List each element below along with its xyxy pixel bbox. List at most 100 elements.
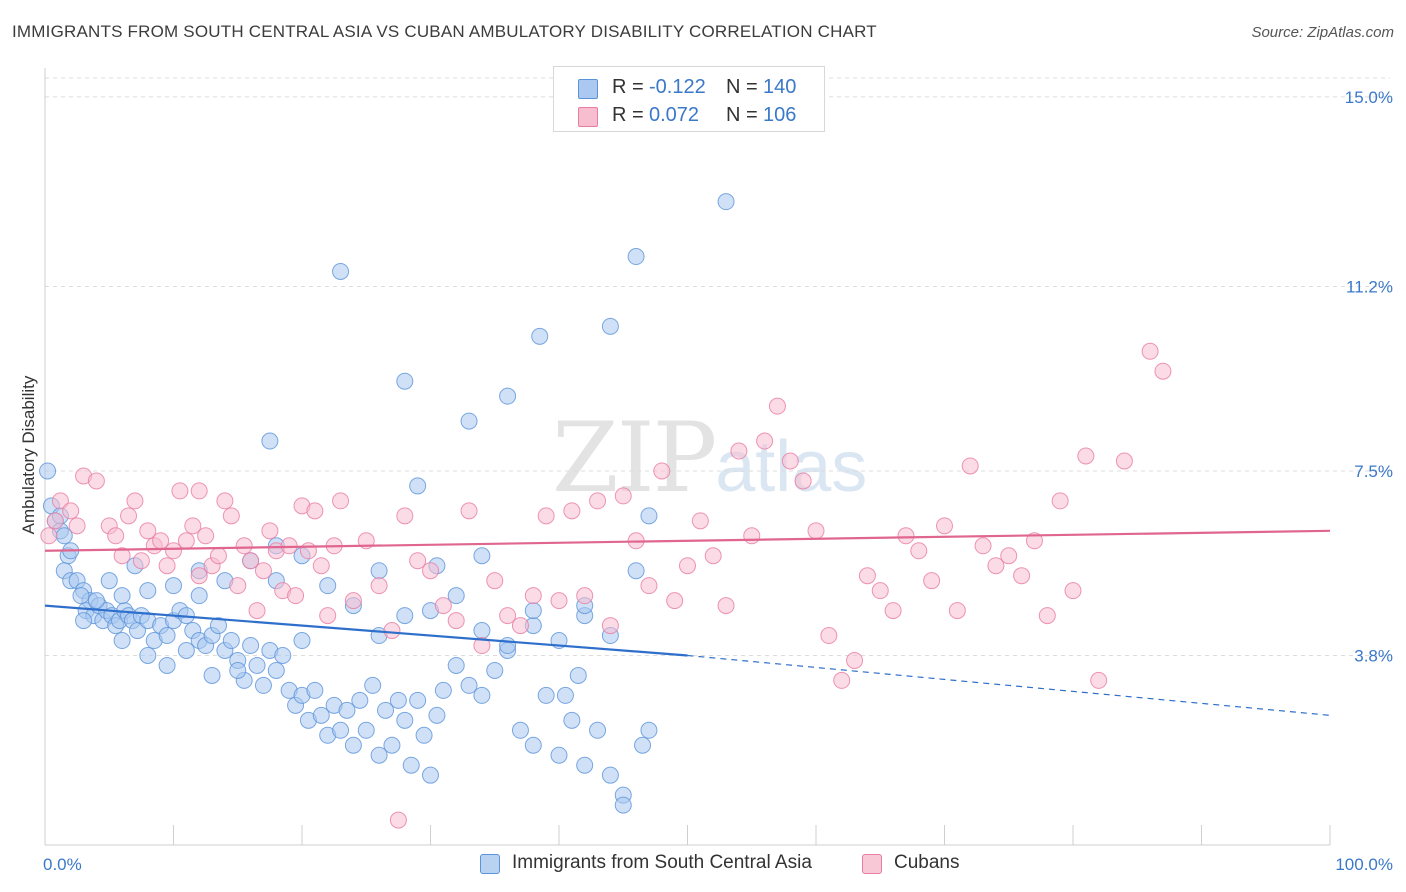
legend-r-label: R = [612,104,644,126]
data-point [338,701,356,719]
data-point [396,711,414,729]
data-point [332,492,350,510]
data-point [1141,342,1159,360]
label-layer: 3.8% 7.5% 11.2% 15.0% 0.0% 100.0% Ambulatory D… [19,88,1393,874]
data-point [884,602,902,620]
data-point [280,537,298,555]
data-point [524,736,542,754]
data-point [987,557,1005,575]
trend-layer [44,529,1331,716]
data-point [139,522,157,540]
data-point [499,637,517,655]
data-point [537,507,555,525]
data-point [242,552,260,570]
data-point [666,592,684,610]
data-point [312,557,330,575]
data-point [197,527,215,545]
data-point [87,592,105,610]
data-point [293,632,311,650]
data-point [730,442,748,460]
data-point [756,432,774,450]
data-point [640,507,658,525]
data-point [415,726,433,744]
trend-line-extension [687,654,1331,716]
data-point [126,492,144,510]
data-point [447,587,465,605]
x-tick-label: 0.0% [43,855,82,874]
data-point [40,527,58,545]
data-point [216,492,234,510]
data-point [1154,362,1172,380]
data-point [820,627,838,645]
x-tick-label: 100.0% [1335,855,1393,874]
data-point [132,552,150,570]
data-point [184,517,202,535]
data-point [627,562,645,580]
data-point [614,487,632,505]
data-point [190,587,208,605]
data-point [576,587,594,605]
grid-layer [45,77,1390,656]
data-point [402,756,420,774]
data-point [614,796,632,814]
watermark: ZIPatlas [552,402,867,514]
data-point [332,262,350,280]
data-point [627,248,645,266]
data-point [100,572,118,590]
data-point [39,462,57,480]
data-point [344,592,362,610]
data-point [396,607,414,625]
data-point [209,617,227,635]
data-point [531,327,549,345]
data-point [460,412,478,430]
data-point [319,577,337,595]
data-point [1115,452,1133,470]
data-point [948,602,966,620]
data-point [389,811,407,829]
data-point [897,527,915,545]
data-point [299,542,317,560]
data-point [370,577,388,595]
y-tick-label: 11.2% [1346,277,1393,296]
data-point [422,766,439,784]
data-point [248,656,266,674]
data-point [499,607,517,625]
data-point [158,627,176,645]
legend-row-south-central-asia: R = -0.122 N = 140 [554,70,824,102]
legend-r-value: 0.072 [649,104,700,126]
data-point [254,562,272,580]
legend-row-cubans: R = 0.072 N = 106 [554,98,824,130]
data-point [743,527,761,545]
data-point [653,462,671,480]
data-point [222,632,240,650]
data-point [113,587,131,605]
data-point [248,602,266,620]
legend-r-value: -0.122 [649,76,706,98]
data-point [51,492,69,510]
data-point [858,567,876,585]
data-point [473,622,491,640]
data-point [601,766,619,784]
legend-swatch-blue [578,79,598,99]
legend-label: Immigrants from South Central Asia [512,852,812,873]
watermark-zip: ZIP [552,402,717,514]
data-point [923,572,941,590]
legend-n-value: 140 [763,76,797,98]
data-point [961,457,979,475]
data-point [274,646,292,664]
data-point [640,577,658,595]
data-point [158,656,176,674]
data-point [261,432,279,450]
data-point [447,612,465,630]
data-point [499,387,517,405]
data-point [434,597,452,615]
data-point [846,651,864,669]
data-point [383,736,401,754]
data-point [569,666,587,684]
data-point [807,522,825,540]
data-point [717,597,735,615]
data-point [1038,607,1056,625]
data-point [107,527,125,545]
data-point [177,532,195,550]
chart-title: IMMIGRANTS FROM SOUTH CENTRAL ASIA VS CU… [12,22,877,41]
